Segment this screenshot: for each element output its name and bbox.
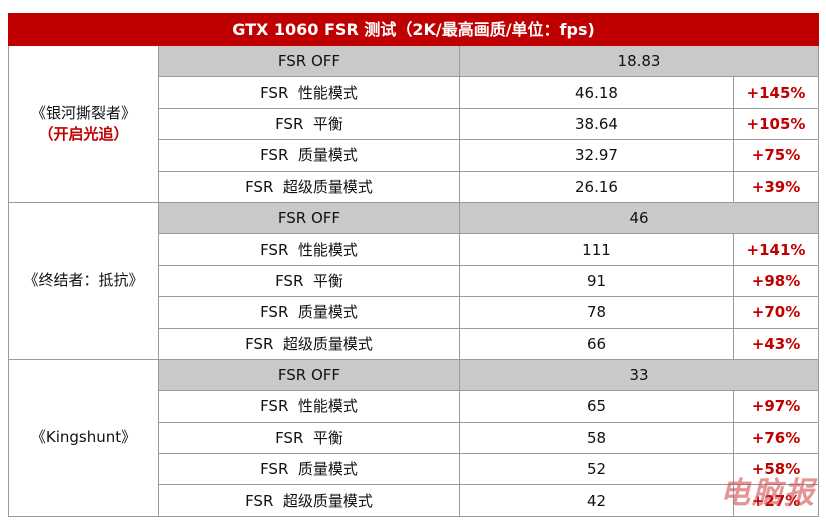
fps-value-cell: 52 bbox=[459, 453, 734, 486]
table-row: FSR 超级质量模式 26.16 +39% bbox=[9, 170, 820, 203]
gain-percent-cell: +141% bbox=[732, 233, 820, 266]
title-row: GTX 1060 FSR 测试（2K/最高画质/单位：fps) bbox=[7, 13, 820, 46]
game-name-cell: 《Kingshunt》 bbox=[8, 358, 159, 517]
fps-value-cell: 66 bbox=[459, 327, 734, 360]
fps-value-cell: 46.18 bbox=[459, 76, 734, 109]
fps-value-cell: 42 bbox=[459, 484, 734, 517]
table-row: FSR 性能模式 111 +141% bbox=[9, 233, 820, 266]
fsr-mode-cell: FSR 质量模式 bbox=[158, 453, 460, 486]
fps-value-cell: 26.16 bbox=[459, 170, 734, 203]
table-row: 《终结者：抵抗》 FSR OFF 46 bbox=[8, 201, 820, 360]
fsr-mode-cell: FSR 质量模式 bbox=[158, 139, 460, 172]
fsr-table: GTX 1060 FSR 测试（2K/最高画质/单位：fps) 《银河撕裂者》 （… bbox=[7, 13, 820, 517]
gain-percent-cell: +105% bbox=[732, 107, 820, 141]
fsr-mode-cell: FSR OFF bbox=[158, 201, 460, 235]
fps-value-cell: 18.83 bbox=[458, 44, 820, 78]
fps-value-cell: 58 bbox=[459, 421, 734, 455]
game-name: 《Kingshunt》 bbox=[30, 428, 137, 447]
gain-percent-cell: +145% bbox=[732, 76, 820, 109]
table-row: 《银河撕裂者》 （开启光追） FSR OFF 18.83 bbox=[8, 44, 820, 203]
game-name-cell: 《银河撕裂者》 （开启光追） bbox=[8, 45, 159, 203]
gain-percent-cell: +39% bbox=[732, 170, 820, 203]
table-row: FSR 质量模式 32.97 +75% bbox=[9, 139, 820, 172]
game-name: 《银河撕裂者》 bbox=[30, 103, 136, 122]
fps-value-cell: 91 bbox=[459, 264, 734, 298]
fsr-mode-cell: FSR 超级质量模式 bbox=[158, 327, 460, 360]
table-row: FSR 平衡 91 +98% bbox=[9, 264, 820, 298]
fsr-mode-cell: FSR 性能模式 bbox=[158, 233, 460, 266]
benchmark-table: GTX 1060 FSR 测试（2K/最高画质/单位：fps) 《银河撕裂者》 （… bbox=[7, 13, 820, 517]
fps-value-cell: 111 bbox=[459, 233, 734, 266]
table-row: 《Kingshunt》 FSR OFF 33 bbox=[8, 358, 820, 517]
fsr-mode-cell: FSR 性能模式 bbox=[158, 390, 460, 423]
gain-percent-cell: +58% bbox=[732, 453, 820, 486]
gain-percent-cell: +75% bbox=[732, 139, 820, 172]
fsr-mode-cell: FSR 平衡 bbox=[158, 421, 460, 455]
fsr-mode-cell: FSR 平衡 bbox=[158, 264, 460, 298]
fsr-mode-cell: FSR OFF bbox=[158, 44, 460, 78]
fps-value-cell: 65 bbox=[459, 390, 734, 423]
game-name: 《终结者：抵抗》 bbox=[23, 271, 144, 290]
fsr-mode-cell: FSR 质量模式 bbox=[158, 296, 460, 329]
table-row: FSR 性能模式 65 +97% bbox=[9, 390, 820, 423]
table-row: FSR 平衡 38.64 +105% bbox=[9, 107, 820, 141]
fsr-mode-cell: FSR 平衡 bbox=[158, 107, 460, 141]
fps-value-cell: 46 bbox=[458, 201, 820, 235]
fsr-mode-cell: FSR 超级质量模式 bbox=[158, 484, 460, 517]
fps-value-cell: 32.97 bbox=[459, 139, 734, 172]
fsr-mode-cell: FSR 超级质量模式 bbox=[158, 170, 460, 203]
fsr-mode-cell: FSR 性能模式 bbox=[158, 76, 460, 109]
table-title: GTX 1060 FSR 测试（2K/最高画质/单位：fps) bbox=[7, 13, 820, 46]
fps-value-cell: 38.64 bbox=[459, 107, 734, 141]
gain-percent-cell: +98% bbox=[732, 264, 820, 298]
gain-percent-cell: +27% bbox=[732, 484, 820, 517]
gain-percent-cell: +70% bbox=[732, 296, 820, 329]
gain-percent-cell: +76% bbox=[732, 421, 820, 455]
fps-value-cell: 78 bbox=[459, 296, 734, 329]
game-name-cell: 《终结者：抵抗》 bbox=[8, 201, 159, 360]
gain-percent-cell: +43% bbox=[732, 327, 820, 360]
table-row: FSR 超级质量模式 42 +27% bbox=[9, 484, 820, 517]
game-subtitle: （开启光追） bbox=[38, 124, 129, 143]
gain-percent-cell: +97% bbox=[732, 390, 820, 423]
fps-value-cell: 33 bbox=[458, 358, 820, 392]
fsr-mode-cell: FSR OFF bbox=[158, 358, 460, 392]
table-row: FSR 性能模式 46.18 +145% bbox=[9, 76, 820, 109]
